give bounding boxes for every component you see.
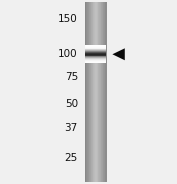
Bar [85,53,106,54]
Bar [98,2,99,182]
Bar [85,56,106,57]
Bar [93,2,95,182]
Bar [93,2,94,182]
Bar [85,62,106,63]
Bar [85,52,106,53]
Bar [102,2,103,182]
Bar [96,2,97,182]
Bar [91,2,92,182]
Text: 25: 25 [65,153,78,163]
Bar [99,2,100,182]
Bar [103,2,104,182]
Bar [85,60,106,61]
Bar [89,2,90,182]
Bar [97,2,98,182]
Bar [86,2,87,182]
Bar [85,2,86,182]
Bar [85,61,106,62]
Bar [96,2,97,182]
Bar [85,48,106,49]
Bar [85,55,106,56]
Bar [88,2,89,182]
Bar [85,58,106,59]
Bar [105,2,106,182]
Bar [85,51,106,52]
Text: 75: 75 [65,72,78,82]
Bar [86,2,87,182]
Bar [94,2,95,182]
Bar [100,2,101,182]
Bar [101,2,102,182]
Bar [85,59,106,60]
Bar [85,50,106,51]
Bar [105,2,107,182]
Bar [85,46,106,47]
Bar [91,2,92,182]
Text: 150: 150 [58,14,78,24]
Bar [90,2,91,182]
Text: 100: 100 [58,49,78,59]
Bar [98,2,99,182]
Bar [92,2,93,182]
Bar [85,57,106,58]
Bar [85,49,106,50]
Text: 50: 50 [65,99,78,109]
Bar [95,2,96,182]
Text: 37: 37 [65,123,78,133]
Polygon shape [112,48,125,60]
Bar [87,2,88,182]
Bar [85,47,106,48]
Bar [85,54,106,55]
Bar [88,2,90,182]
Bar [85,45,106,46]
Bar [104,2,105,182]
Bar [103,2,104,182]
Bar [101,2,102,182]
